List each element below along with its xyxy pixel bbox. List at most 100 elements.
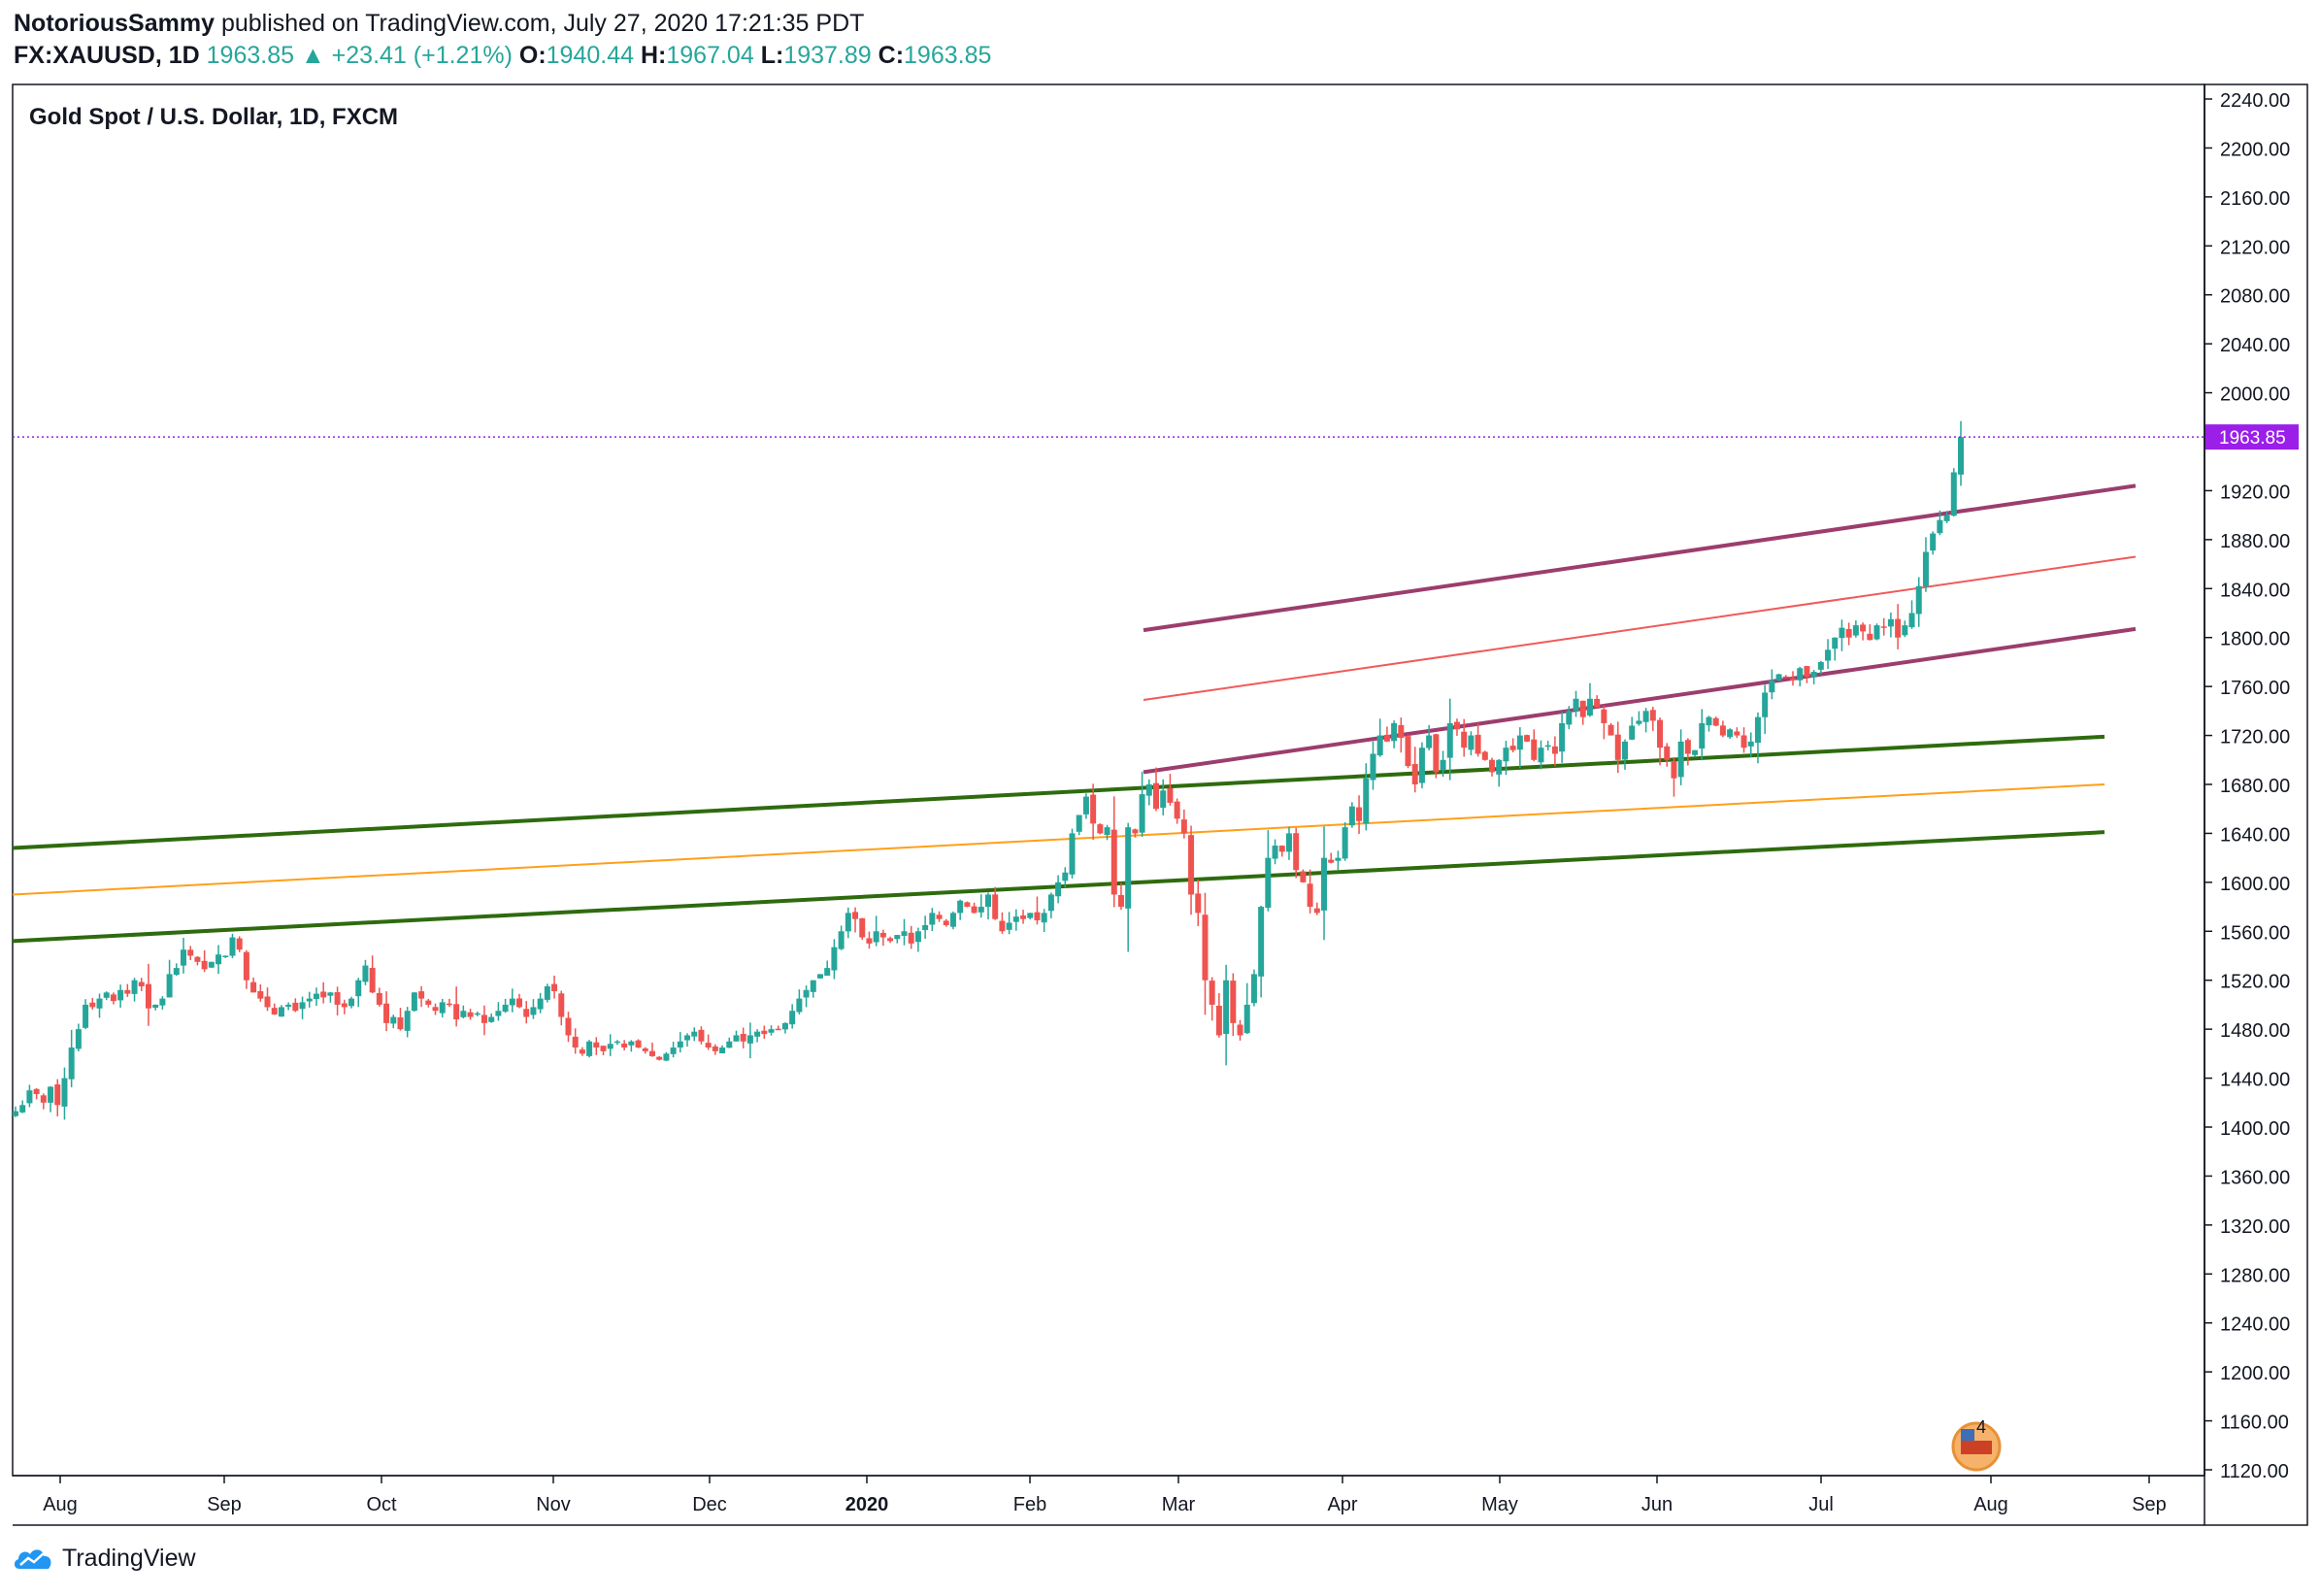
candle-body (1775, 674, 1782, 681)
channel-upper-upper-line (1143, 483, 2137, 633)
candle-body (1307, 883, 1313, 908)
candle-body (1902, 625, 1908, 636)
candle-body (523, 1009, 530, 1017)
candle-body (40, 1095, 47, 1103)
candle-body (1614, 734, 1621, 760)
candle-body (271, 1008, 278, 1015)
candle-body (362, 965, 369, 982)
candle-body (418, 991, 425, 999)
y-tick-label: 1640.00 (2220, 824, 2290, 846)
candle-body (75, 1029, 82, 1049)
candle-body (1671, 760, 1677, 779)
candle-body (803, 989, 810, 998)
chart-header: NotoriousSammy published on TradingView.… (14, 8, 991, 72)
y-tick-label: 1920.00 (2220, 482, 2290, 503)
flag-canton (1961, 1429, 1974, 1441)
channel-lower-mid-line (12, 783, 2105, 896)
candle-body (33, 1088, 40, 1094)
candle-body (1601, 709, 1607, 723)
candle-body (761, 1030, 768, 1035)
candle-body (83, 1004, 89, 1028)
candle-body (1278, 846, 1285, 852)
candle-body (922, 924, 929, 931)
y-tick-label: 2040.00 (2220, 335, 2290, 356)
author-name[interactable]: NotoriousSammy (14, 10, 215, 37)
tradingview-logo[interactable]: TradingView (12, 1544, 196, 1573)
candle-body (250, 981, 257, 993)
time-axis[interactable]: Aug Sep Oct Nov Dec 2020 Feb Mar Apr May Jun Jul Aug… (43, 1476, 2167, 1515)
candle-body (390, 1016, 397, 1024)
candle-body (1657, 719, 1664, 748)
x-tick-label: Sep (2132, 1494, 2167, 1515)
candle-body (663, 1053, 670, 1061)
candle-body (1041, 913, 1047, 923)
price-axis[interactable]: 2240.00 2200.00 2160.00 2120.00 2080.00 2040.… (2204, 90, 2290, 1482)
candle-body (453, 1004, 460, 1020)
candle-body (299, 1002, 306, 1010)
candle-body (1559, 722, 1566, 752)
y-tick-label: 2240.00 (2220, 90, 2290, 112)
y-tick-label: 1720.00 (2220, 727, 2290, 748)
candle-body (810, 980, 816, 992)
channel-lower-upper-line (12, 734, 2105, 850)
candle-body (215, 954, 222, 965)
low-value: 1937.89 (783, 42, 872, 69)
candle-body (831, 947, 838, 971)
candle-body (999, 920, 1006, 932)
candle-body (236, 938, 243, 950)
candle-body (949, 913, 956, 927)
x-tick-label: Mar (1162, 1494, 1196, 1515)
candle-body (1180, 819, 1187, 834)
high-label: H: (640, 42, 667, 69)
tradingview-cloud-icon (14, 1549, 51, 1569)
candle-body (1880, 626, 1887, 628)
close-label: C: (878, 42, 905, 69)
x-tick-label: Jun (1641, 1494, 1673, 1515)
candle-body (1797, 668, 1804, 681)
candle-body (698, 1029, 705, 1042)
candle-body (19, 1105, 26, 1113)
candle-body (1937, 519, 1943, 534)
earnings-badge[interactable]: 4 (1951, 1417, 2002, 1472)
candle-body (1509, 746, 1516, 750)
candle-body (1621, 741, 1628, 760)
candle-body (181, 949, 187, 966)
y-tick-label: 1240.00 (2220, 1314, 2290, 1336)
candle-body (1734, 731, 1740, 736)
y-tick-label: 1160.00 (2220, 1413, 2289, 1434)
candle-body (1852, 625, 1859, 636)
candle-body (467, 1012, 474, 1017)
candle-body (1117, 894, 1124, 908)
candle-body (89, 1002, 96, 1008)
candle-body (1383, 734, 1390, 742)
candle-body (1006, 922, 1012, 930)
candle-body (1692, 749, 1699, 755)
candle-body (712, 1046, 718, 1051)
candle-body (859, 917, 866, 938)
candle-body (1503, 748, 1509, 762)
x-tick-label: Aug (43, 1494, 78, 1515)
candle-body (1376, 735, 1383, 756)
candle-body (1243, 1004, 1250, 1034)
candle-body (1958, 437, 1964, 475)
candle-body (229, 937, 236, 956)
y-tick-label: 1840.00 (2220, 580, 2290, 601)
chart-pane-border (12, 83, 2205, 1477)
candle-body (166, 974, 173, 998)
candle-body (985, 894, 991, 908)
candle-body (1356, 807, 1363, 821)
symbol-label: FX:XAUUSD, 1D (14, 42, 200, 69)
candle-body (775, 1028, 781, 1031)
up-triangle-icon: ▲ (300, 42, 325, 69)
candle-body (173, 968, 180, 976)
candle-body (1496, 759, 1503, 775)
y-tick-label: 1880.00 (2220, 531, 2290, 552)
badge-count: 4 (1976, 1417, 1986, 1437)
trendlines[interactable] (12, 483, 2137, 944)
candle-body (781, 1022, 788, 1030)
candle-body (159, 998, 166, 1006)
open-label: O: (518, 42, 547, 69)
candles (13, 420, 1964, 1120)
candle-body (1699, 722, 1706, 749)
